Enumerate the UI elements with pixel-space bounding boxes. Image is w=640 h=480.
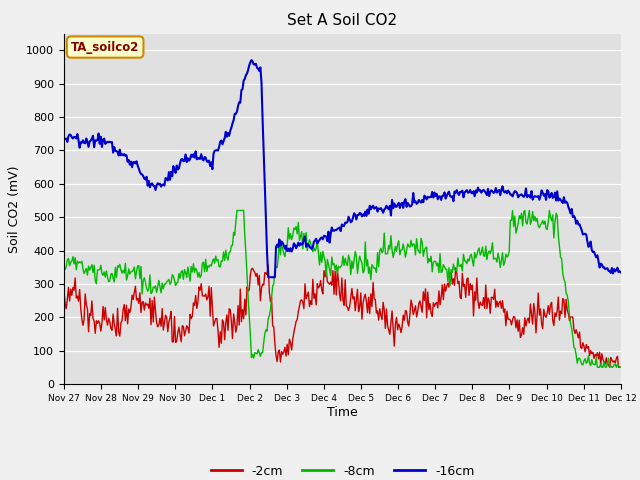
-8cm — [329, 262, 337, 267]
-2cm — [393, 314, 401, 320]
Line: -8cm: -8cm — [64, 210, 621, 367]
-2cm — [617, 364, 625, 370]
-2cm — [518, 332, 525, 338]
-2cm — [264, 262, 272, 268]
-16cm — [248, 57, 255, 63]
Text: TA_soilco2: TA_soilco2 — [71, 40, 140, 54]
Y-axis label: Soil CO2 (mV): Soil CO2 (mV) — [8, 165, 20, 252]
-16cm — [330, 228, 338, 234]
-16cm — [264, 275, 272, 280]
-8cm — [593, 364, 601, 370]
-8cm — [393, 249, 401, 254]
-8cm — [233, 207, 241, 213]
-16cm — [606, 268, 614, 274]
X-axis label: Time: Time — [327, 406, 358, 419]
-2cm — [605, 362, 612, 368]
-16cm — [327, 231, 335, 237]
-8cm — [617, 364, 625, 370]
-16cm — [519, 193, 527, 199]
-16cm — [394, 202, 401, 208]
-2cm — [615, 364, 623, 370]
-8cm — [606, 364, 614, 370]
-16cm — [364, 207, 371, 213]
-16cm — [60, 137, 68, 143]
-8cm — [518, 210, 525, 216]
Legend: -2cm, -8cm, -16cm: -2cm, -8cm, -16cm — [205, 460, 479, 480]
-8cm — [362, 263, 370, 269]
Line: -2cm: -2cm — [64, 265, 621, 367]
-2cm — [326, 281, 333, 287]
Title: Set A Soil CO2: Set A Soil CO2 — [287, 13, 397, 28]
Line: -16cm: -16cm — [64, 60, 621, 277]
-8cm — [60, 266, 68, 272]
-2cm — [362, 299, 370, 304]
-2cm — [60, 288, 68, 294]
-8cm — [326, 267, 333, 273]
-2cm — [329, 268, 337, 274]
-16cm — [617, 269, 625, 275]
